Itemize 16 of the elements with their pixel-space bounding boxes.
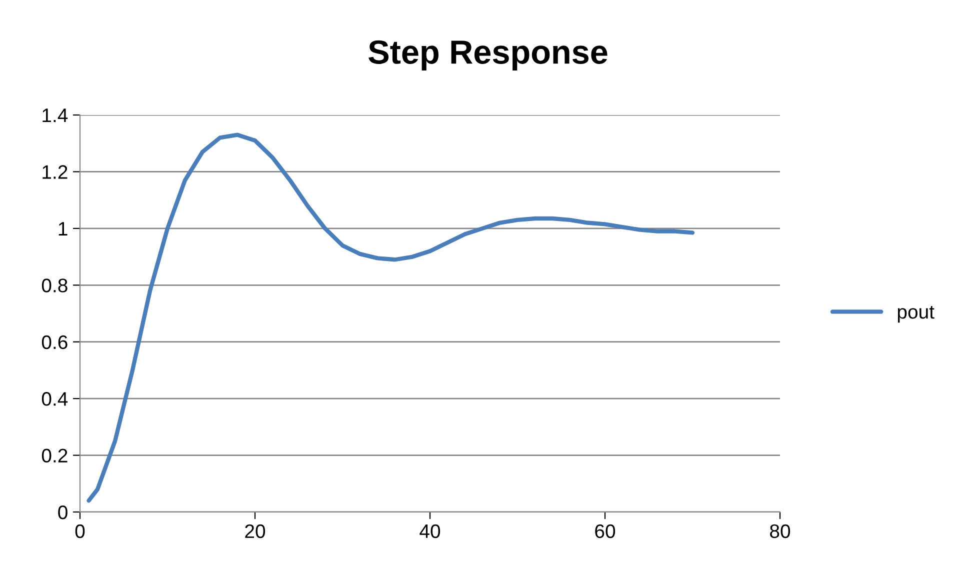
line-series <box>86 132 695 503</box>
y-tick-label: 0 <box>58 505 68 520</box>
chart-title: Step Response <box>368 40 608 71</box>
legend-label: pout <box>898 306 934 323</box>
y-tick-label: 1.2 <box>42 165 68 179</box>
y-tick-label: 0.6 <box>42 335 68 350</box>
x-tick-label: 80 <box>770 524 790 538</box>
x-tick-label: 40 <box>420 524 440 538</box>
x-tick-label: 20 <box>245 524 266 538</box>
y-tick-label: 0.2 <box>42 448 68 463</box>
x-tick-label: 0 <box>75 524 85 538</box>
y-tick-label: 0.4 <box>42 392 68 406</box>
y-tick-label: 1.4 <box>42 108 68 122</box>
x-tick-label: 60 <box>595 524 616 538</box>
y-tick-label: 0.8 <box>42 278 68 292</box>
y-tick-label: 1 <box>58 222 68 236</box>
